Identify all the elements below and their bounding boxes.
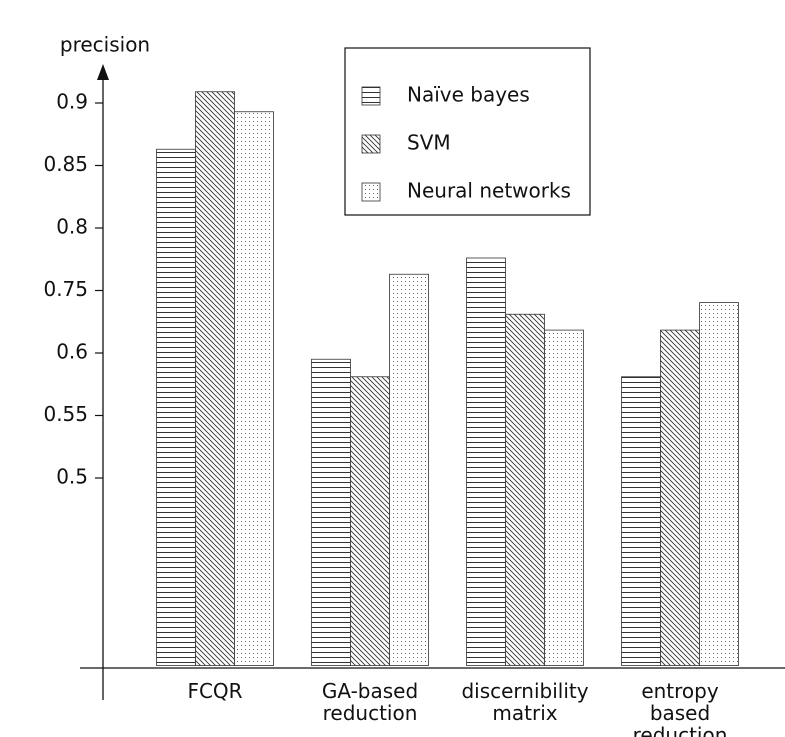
y-axis-label: precision <box>60 33 150 57</box>
y-tick-label: 0.6 <box>56 340 88 364</box>
bar <box>699 302 739 666</box>
bar <box>505 313 545 666</box>
bar <box>660 329 700 666</box>
x-tick-label: entropy based reduction <box>632 679 728 737</box>
legend-label: Naïve bayes <box>407 83 530 107</box>
y-tick-label: 0.9 <box>56 90 88 114</box>
bar <box>621 376 661 666</box>
y-tick-label: 0.8 <box>56 215 88 239</box>
y-tick-label: 0.55 <box>43 402 88 426</box>
bar <box>389 273 429 666</box>
legend-swatch <box>361 86 381 106</box>
y-tick-label: 0.75 <box>43 277 88 301</box>
legend-label: Neural networks <box>407 179 571 203</box>
x-tick-label: GA-based reduction <box>321 679 419 725</box>
y-axis-arrow <box>97 64 109 80</box>
bar <box>350 376 390 666</box>
bar <box>466 257 506 666</box>
bar <box>311 358 351 666</box>
bar <box>544 329 584 666</box>
bar <box>156 148 196 666</box>
y-tick-label: 0.5 <box>56 465 88 489</box>
bar <box>195 91 235 666</box>
legend-swatch <box>361 134 381 154</box>
y-tick-label: 0.85 <box>43 152 88 176</box>
bar <box>234 111 274 666</box>
legend-label: SVM <box>407 131 451 155</box>
legend-swatch <box>361 182 381 202</box>
legend-box <box>344 47 591 216</box>
x-tick-label: FCQR <box>187 679 243 703</box>
x-tick-label: discernibility matrix <box>461 679 589 725</box>
